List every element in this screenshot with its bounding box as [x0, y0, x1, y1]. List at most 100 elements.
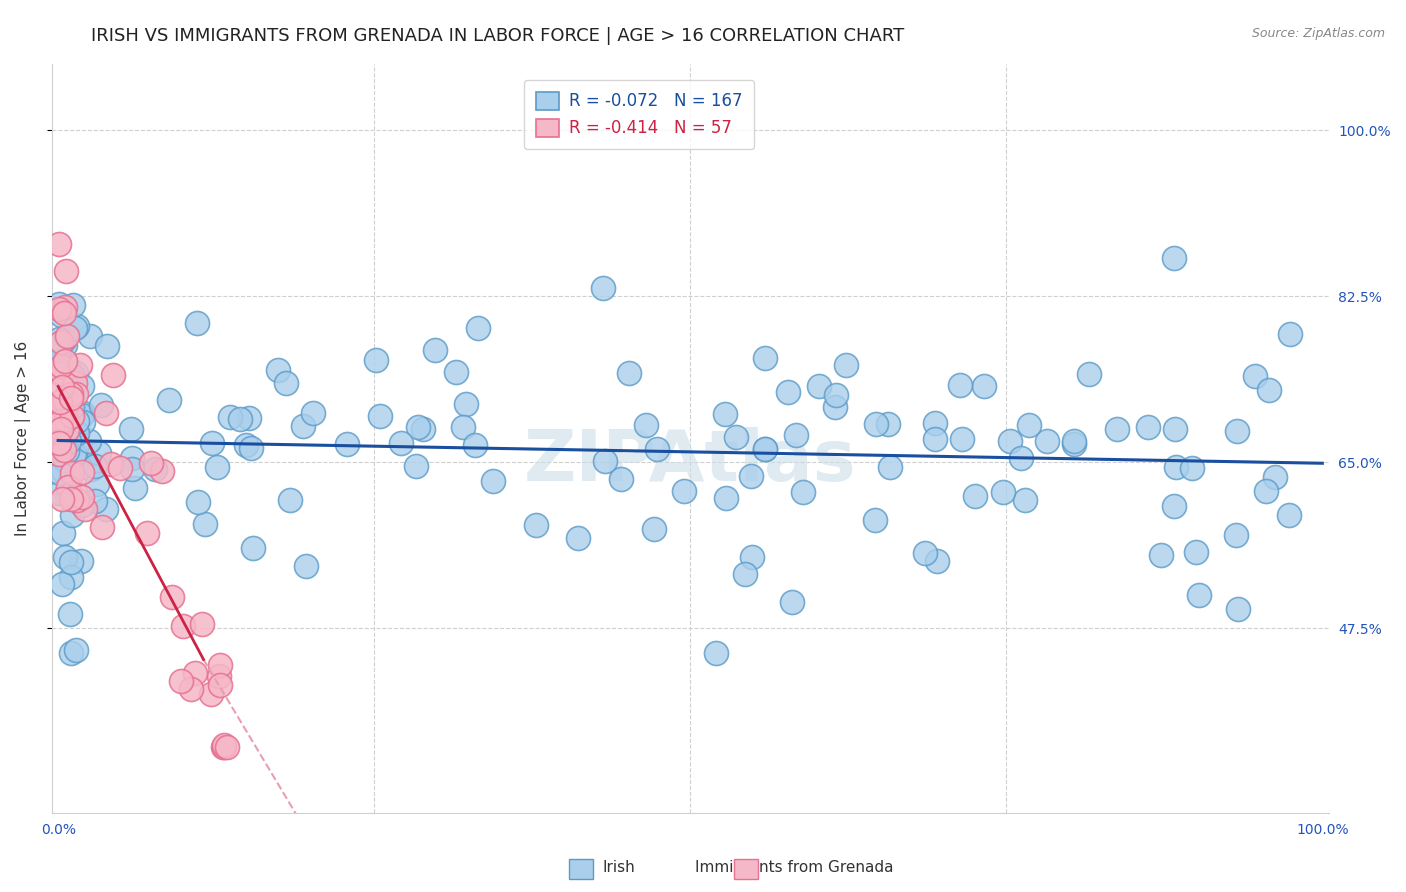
- Point: [53, 306, 76, 320]
- Point: [782, 594, 804, 608]
- Point: [208, 668, 231, 682]
- Point: [63, 321, 86, 335]
- Point: [49, 367, 72, 381]
- Point: [65, 642, 87, 657]
- Point: [59, 646, 82, 660]
- Point: [1278, 508, 1301, 523]
- Point: [754, 351, 776, 366]
- Point: [69, 359, 91, 373]
- Point: [52, 333, 75, 347]
- Point: [51, 334, 73, 349]
- Point: [66, 319, 89, 334]
- Point: [672, 484, 695, 499]
- Point: [444, 365, 467, 379]
- Point: [194, 517, 217, 532]
- Point: [65, 376, 87, 390]
- Point: [336, 437, 359, 451]
- Point: [60, 466, 83, 480]
- Point: [55, 264, 77, 278]
- Point: [294, 559, 316, 574]
- Point: [467, 321, 489, 335]
- Point: [186, 316, 208, 330]
- Point: [60, 409, 83, 423]
- Point: [58, 434, 80, 449]
- Point: [86, 477, 108, 491]
- Point: [229, 412, 252, 426]
- Point: [121, 450, 143, 465]
- Point: [60, 508, 83, 522]
- Point: [53, 440, 76, 454]
- Point: [58, 387, 80, 401]
- Point: [924, 416, 946, 430]
- Point: [643, 522, 665, 536]
- Point: [59, 386, 82, 401]
- Point: [170, 673, 193, 688]
- Point: [865, 417, 887, 432]
- Point: [741, 550, 763, 565]
- Point: [51, 413, 73, 427]
- Point: [1063, 437, 1085, 451]
- Point: [60, 391, 83, 405]
- Point: [51, 366, 73, 380]
- Point: [914, 546, 936, 560]
- Point: [963, 489, 986, 503]
- Point: [180, 682, 202, 697]
- Point: [1035, 434, 1057, 449]
- Point: [51, 576, 73, 591]
- Point: [998, 434, 1021, 448]
- Point: [172, 619, 194, 633]
- Text: Source: ZipAtlas.com: Source: ZipAtlas.com: [1251, 27, 1385, 40]
- Text: ZIPAtlas: ZIPAtlas: [524, 426, 856, 496]
- Point: [59, 555, 82, 569]
- Point: [734, 567, 756, 582]
- Point: [1279, 327, 1302, 342]
- Point: [217, 739, 239, 754]
- Point: [464, 438, 486, 452]
- Point: [214, 739, 236, 754]
- Point: [242, 541, 264, 556]
- Point: [56, 433, 79, 447]
- Point: [69, 445, 91, 459]
- Point: [136, 525, 159, 540]
- Point: [48, 434, 70, 448]
- Point: [48, 302, 70, 317]
- Point: [1258, 383, 1281, 397]
- Point: [59, 491, 82, 506]
- Point: [51, 492, 73, 507]
- Point: [634, 417, 657, 432]
- Point: [51, 380, 73, 394]
- Point: [79, 462, 101, 476]
- Point: [207, 460, 229, 475]
- Point: [879, 460, 901, 475]
- Point: [70, 466, 93, 480]
- Point: [292, 418, 315, 433]
- Point: [70, 379, 93, 393]
- Point: [55, 486, 77, 500]
- Point: [364, 352, 387, 367]
- Point: [834, 359, 856, 373]
- Point: [1188, 587, 1211, 601]
- Point: [807, 379, 830, 393]
- Point: [1164, 459, 1187, 474]
- Point: [70, 409, 93, 423]
- Point: [1018, 417, 1040, 432]
- Point: [77, 434, 100, 449]
- Point: [924, 432, 946, 446]
- Point: [48, 237, 70, 252]
- Point: [235, 438, 257, 452]
- Point: [1163, 422, 1185, 436]
- Point: [567, 532, 589, 546]
- Point: [48, 436, 70, 450]
- Point: [96, 501, 118, 516]
- Legend: R = -0.072   N = 167, R = -0.414   N = 57: R = -0.072 N = 167, R = -0.414 N = 57: [524, 80, 754, 149]
- Point: [610, 472, 633, 486]
- Point: [423, 343, 446, 357]
- Point: [48, 486, 70, 500]
- Point: [1163, 251, 1185, 265]
- Point: [58, 475, 80, 490]
- Point: [1163, 499, 1185, 513]
- Point: [754, 442, 776, 456]
- Point: [53, 354, 76, 368]
- Point: [740, 469, 762, 483]
- Point: [53, 453, 76, 467]
